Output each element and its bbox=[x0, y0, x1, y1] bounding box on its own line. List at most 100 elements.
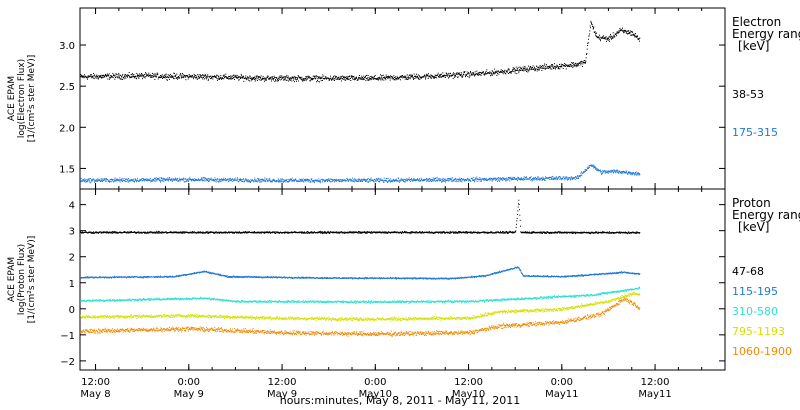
data-point bbox=[174, 179, 175, 181]
data-point bbox=[183, 177, 184, 179]
data-point bbox=[116, 231, 117, 233]
data-point bbox=[455, 75, 456, 77]
data-point bbox=[351, 232, 353, 234]
data-point bbox=[517, 176, 519, 178]
data-point bbox=[433, 179, 435, 181]
data-point bbox=[216, 179, 218, 181]
data-point bbox=[133, 74, 135, 75]
data-point bbox=[366, 179, 367, 181]
data-point bbox=[260, 77, 262, 79]
data-point bbox=[156, 179, 158, 181]
data-point bbox=[338, 180, 340, 182]
data-point bbox=[275, 232, 277, 234]
data-point bbox=[405, 76, 406, 78]
data-point bbox=[160, 77, 162, 78]
data-point bbox=[133, 180, 134, 182]
data-point bbox=[569, 66, 570, 68]
data-point bbox=[225, 179, 227, 181]
data-point bbox=[284, 180, 286, 182]
data-point bbox=[589, 232, 591, 234]
data-point bbox=[232, 178, 233, 180]
data-point bbox=[602, 232, 604, 234]
data-point bbox=[379, 77, 380, 79]
data-point bbox=[113, 230, 115, 232]
data-point bbox=[602, 172, 603, 174]
data-point bbox=[436, 77, 437, 79]
data-point bbox=[517, 66, 519, 68]
data-point bbox=[476, 231, 478, 233]
data-point bbox=[383, 231, 384, 233]
data-point bbox=[440, 232, 442, 234]
data-point bbox=[106, 178, 107, 180]
data-point bbox=[168, 178, 170, 180]
data-point bbox=[457, 72, 459, 74]
data-point bbox=[599, 169, 601, 171]
data-point bbox=[392, 179, 394, 181]
data-point bbox=[355, 179, 356, 181]
data-point bbox=[430, 178, 432, 180]
data-point bbox=[229, 177, 231, 179]
data-point bbox=[583, 171, 585, 173]
data-point bbox=[399, 181, 400, 183]
data-point bbox=[251, 180, 253, 181]
data-point bbox=[537, 68, 539, 70]
data-point bbox=[554, 232, 556, 234]
data-point bbox=[355, 180, 357, 182]
data-point bbox=[553, 67, 555, 69]
data-point bbox=[491, 72, 492, 74]
data-point bbox=[528, 65, 529, 67]
data-point bbox=[298, 76, 300, 78]
data-point bbox=[178, 76, 179, 78]
data-point bbox=[619, 171, 621, 173]
data-point bbox=[269, 78, 270, 80]
data-point bbox=[625, 171, 627, 173]
data-point bbox=[394, 179, 396, 180]
data-point bbox=[173, 77, 174, 79]
data-point bbox=[453, 73, 455, 75]
data-point bbox=[387, 78, 389, 80]
data-point bbox=[501, 178, 502, 180]
data-point bbox=[554, 178, 556, 180]
data-point bbox=[461, 178, 462, 179]
data-point bbox=[290, 180, 292, 182]
data-point bbox=[255, 75, 257, 77]
data-point bbox=[396, 79, 398, 81]
data-point bbox=[352, 231, 354, 233]
data-point bbox=[412, 77, 414, 79]
data-point bbox=[433, 232, 435, 234]
data-point bbox=[499, 177, 501, 179]
data-point bbox=[535, 178, 537, 180]
data-point bbox=[481, 179, 482, 181]
data-point bbox=[509, 231, 511, 233]
data-point bbox=[169, 76, 171, 78]
electron-ylabel-line: [1/(cm²s ster MeV)] bbox=[27, 55, 37, 142]
data-point bbox=[175, 74, 177, 76]
data-point bbox=[250, 80, 252, 82]
data-point bbox=[382, 180, 383, 182]
data-point bbox=[216, 231, 218, 233]
data-point bbox=[148, 232, 149, 234]
data-point bbox=[264, 180, 265, 182]
data-point bbox=[102, 181, 103, 182]
data-point bbox=[107, 78, 109, 80]
data-point bbox=[335, 231, 337, 233]
data-point bbox=[245, 232, 247, 234]
data-point bbox=[448, 178, 449, 179]
data-point bbox=[274, 77, 276, 79]
data-point bbox=[218, 181, 220, 183]
data-point bbox=[527, 69, 528, 71]
data-point bbox=[282, 178, 283, 180]
data-point bbox=[304, 79, 306, 81]
data-point bbox=[410, 74, 412, 76]
data-point bbox=[432, 177, 434, 179]
data-point bbox=[143, 232, 145, 234]
data-point bbox=[203, 77, 204, 78]
data-point bbox=[224, 232, 226, 234]
data-point bbox=[81, 75, 82, 77]
data-point bbox=[461, 73, 462, 75]
data-point bbox=[590, 233, 591, 235]
data-point bbox=[293, 179, 295, 181]
data-point bbox=[417, 178, 418, 180]
data-point bbox=[514, 67, 515, 69]
data-point bbox=[156, 231, 157, 233]
